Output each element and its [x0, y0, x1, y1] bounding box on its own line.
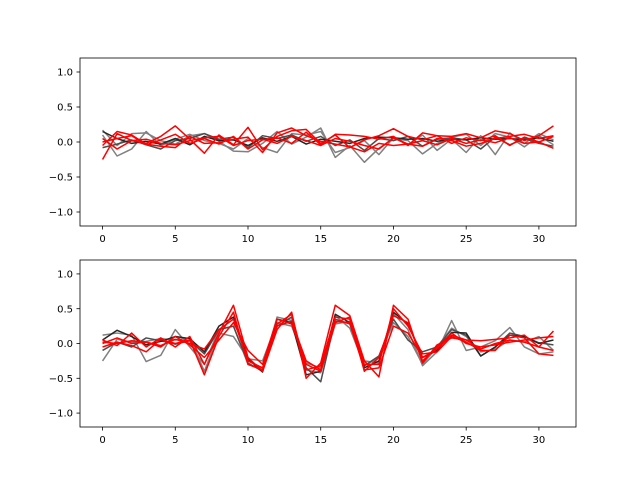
y-tick-label: 0.0: [57, 339, 73, 350]
x-tick-label: 0: [99, 234, 105, 245]
x-tick-label: 20: [387, 234, 400, 245]
y-tick-label: −0.5: [49, 374, 73, 385]
series-line-8: [102, 135, 554, 150]
x-tick-label: 10: [242, 234, 255, 245]
x-tick-label: 5: [172, 435, 178, 446]
x-tick-label: 10: [242, 435, 255, 446]
series-group: [101, 304, 555, 383]
y-tick-label: −1.0: [49, 208, 73, 219]
series-group: [101, 125, 554, 164]
x-tick-label: 30: [533, 234, 546, 245]
x-tick-label: 15: [314, 234, 327, 245]
x-tick-label: 20: [387, 435, 400, 446]
y-tick-label: −0.5: [49, 173, 73, 184]
series-line-6: [102, 307, 554, 376]
series-line-5: [102, 304, 555, 380]
x-tick-label: 15: [314, 435, 327, 446]
y-tick-label: −1.0: [49, 409, 73, 420]
y-tick-label: 0.5: [57, 103, 73, 114]
y-tick-label: 1.0: [57, 270, 73, 281]
subplot-bottom: 0 5 10 15 20 25 30 −1.0 −0.5 0.0 0.5 1.0: [49, 259, 577, 446]
x-tick-label: 0: [99, 435, 105, 446]
y-tick-label: 1.0: [57, 68, 73, 79]
y-tick-label: 0.0: [57, 138, 73, 149]
x-tick-label: 25: [460, 435, 473, 446]
x-tick-label: 30: [533, 435, 546, 446]
subplot-top: 0 5 10 15 20 25 30 −1.0 −0.5 0.0 0.5 1.0: [49, 57, 577, 245]
x-tick-label: 5: [172, 234, 178, 245]
x-tick-label: 25: [460, 234, 473, 245]
series-line-8: [102, 318, 554, 371]
y-tick-label: 0.5: [57, 304, 73, 315]
